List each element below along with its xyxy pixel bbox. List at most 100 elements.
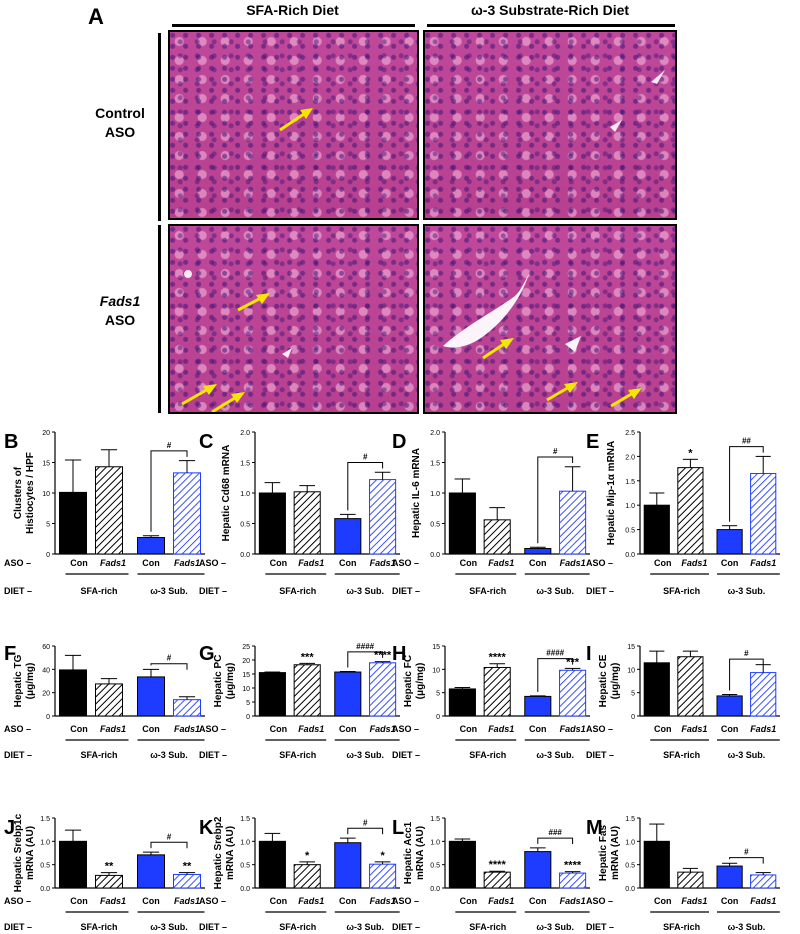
y-tick-label: 1.0 xyxy=(240,491,250,498)
panel-letter-a: A xyxy=(88,4,104,29)
y-tick-label: 0.5 xyxy=(40,863,50,870)
bar xyxy=(559,669,587,717)
bar xyxy=(59,669,87,717)
y-axis-label: Hepatic Srebp1c xyxy=(13,813,24,892)
diet-row-label: DIET – xyxy=(392,922,420,932)
y-tick-label: 10 xyxy=(432,667,440,674)
significance-bracket xyxy=(150,450,188,532)
diet-label-omega3: ω-3 Sub. xyxy=(150,750,188,760)
group-label-con: Con xyxy=(529,896,547,906)
bar xyxy=(334,671,362,717)
panel-letter-f: F xyxy=(4,643,16,665)
panel-letter-j: J xyxy=(4,817,15,839)
y-tick-label: 0.0 xyxy=(430,552,440,559)
y-tick-label: 0.0 xyxy=(430,886,440,893)
group-label-con: Con xyxy=(142,896,160,906)
chart-d: D 0.0 0.5 1.0 1.5 2.0 Hepatic IL-6 mRNA # ASO – C… xyxy=(392,430,590,596)
bracket-label: # xyxy=(167,654,172,663)
diet-label-omega3: ω-3 Sub. xyxy=(536,922,574,932)
panel-letter-b: B xyxy=(4,431,18,453)
micrograph-omega3-fads1 xyxy=(423,224,677,414)
bar xyxy=(677,467,704,555)
bar xyxy=(59,840,87,889)
bar xyxy=(448,840,476,889)
aso-row-label: ASO – xyxy=(586,558,613,568)
significance-bracket xyxy=(537,837,574,845)
bar xyxy=(258,492,286,555)
y-axis-label: Hepatic TG xyxy=(13,654,24,707)
diet-label-sfa: SFA-rich xyxy=(279,586,316,596)
bar xyxy=(716,865,743,889)
significance-stars: *** xyxy=(566,656,580,668)
diet-label-sfa: SFA-rich xyxy=(469,750,506,760)
y-axis-label: Clusters of xyxy=(13,466,24,519)
group-label-fads1: Fads1 xyxy=(100,724,126,734)
bracket-label: # xyxy=(167,832,172,841)
group-label-con: Con xyxy=(460,558,478,568)
y-axis-label: Hepatic IL-6 mRNA xyxy=(411,448,422,538)
diet-label-sfa: SFA-rich xyxy=(80,750,117,760)
group-label-con: Con xyxy=(70,896,88,906)
significance-stars: * xyxy=(688,447,693,459)
group-label-fads1: Fads1 xyxy=(560,896,586,906)
y-tick-label: 10 xyxy=(627,667,635,674)
panel-letter-e: E xyxy=(586,431,599,453)
y-tick-label: 0 xyxy=(436,714,440,721)
histiocyte-arrowhead xyxy=(256,293,270,304)
bracket-label: # xyxy=(167,441,172,450)
bar xyxy=(559,490,587,555)
group-label-fads1: Fads1 xyxy=(174,896,200,906)
aso-row-label: ASO – xyxy=(586,896,613,906)
y-tick-label: 15 xyxy=(42,461,50,468)
y-tick-label: 1.5 xyxy=(40,816,50,823)
group-label-con: Con xyxy=(270,896,288,906)
row-label-control-line2: ASO xyxy=(104,124,136,140)
bar xyxy=(677,871,704,889)
bar xyxy=(258,840,286,889)
y-tick-label: 1.5 xyxy=(430,816,440,823)
diet-label-omega3: ω-3 Sub. xyxy=(150,586,188,596)
group-label-fads1: Fads1 xyxy=(174,558,200,568)
chart-b: B 0 5 10 15 20 Clusters of Histiocytes / HPF # AS… xyxy=(4,430,205,596)
significance-stars: **** xyxy=(564,860,582,872)
significance-bracket xyxy=(729,857,764,864)
bar xyxy=(293,664,321,717)
micrograph-omega3-fads1-overlay xyxy=(443,274,642,408)
histiocyte-arrowhead xyxy=(231,392,245,403)
col-title-sfa: SFA-Rich Diet xyxy=(246,2,339,18)
group-label-con: Con xyxy=(460,724,478,734)
y-tick-label: 0.5 xyxy=(625,528,635,535)
bracket-label: #### xyxy=(546,649,564,658)
group-label-con: Con xyxy=(339,724,357,734)
y-tick-label: 2.0 xyxy=(430,430,440,437)
bar xyxy=(173,699,201,717)
group-label-con: Con xyxy=(460,896,478,906)
diet-label-sfa: SFA-rich xyxy=(663,750,700,760)
y-axis-label: (μg/mg) xyxy=(610,663,621,700)
y-axis-label: (μg/mg) xyxy=(415,663,426,700)
aso-row-label: ASO – xyxy=(199,558,226,568)
bar xyxy=(334,842,362,889)
y-tick-label: 5 xyxy=(246,700,250,707)
bar xyxy=(369,662,397,717)
group-label-con: Con xyxy=(721,724,739,734)
significance-stars: **** xyxy=(489,652,507,664)
bar xyxy=(750,874,777,889)
bar xyxy=(173,873,201,889)
group-label-fads1: Fads1 xyxy=(488,558,514,568)
y-tick-label: 60 xyxy=(42,644,50,651)
significance-bracket xyxy=(347,462,384,511)
y-tick-label: 0 xyxy=(46,714,50,721)
y-tick-label: 40 xyxy=(42,667,50,674)
significance-bracket xyxy=(347,827,384,835)
group-label-fads1: Fads1 xyxy=(298,558,324,568)
aso-row-label: ASO – xyxy=(199,896,226,906)
aso-row-label: ASO – xyxy=(392,896,419,906)
diet-label-omega3: ω-3 Sub. xyxy=(728,750,766,760)
portal-vein-lumen xyxy=(443,274,529,348)
bracket-label: ## xyxy=(742,437,751,446)
significance-stars: **** xyxy=(374,650,392,662)
bar xyxy=(750,472,777,555)
histiocyte-arrowhead xyxy=(564,382,578,393)
